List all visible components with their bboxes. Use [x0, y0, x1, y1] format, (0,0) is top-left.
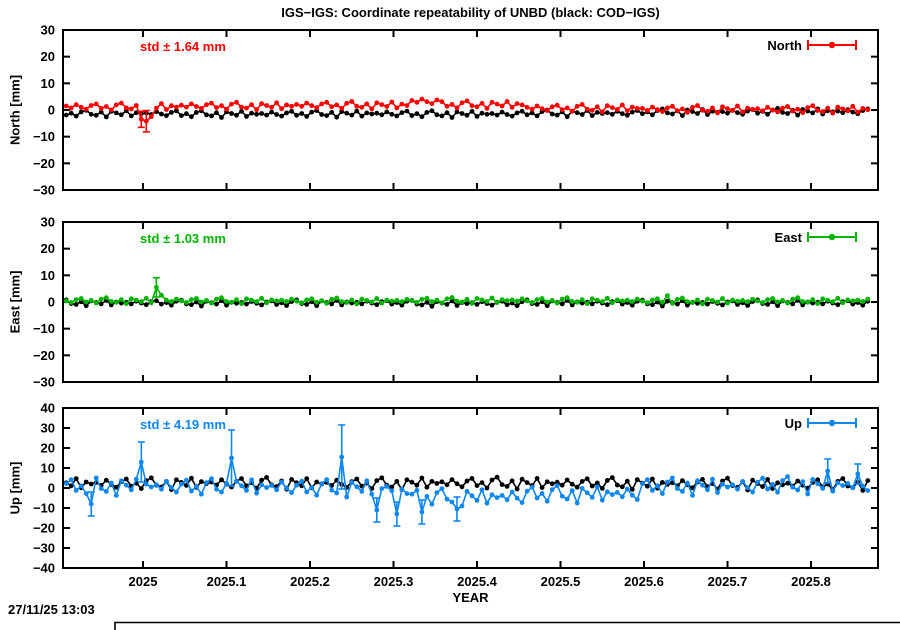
y-tick-label: −40 — [33, 561, 55, 576]
y-tick-label: −30 — [33, 541, 55, 556]
std-label-east: std ± 1.03 mm — [140, 231, 226, 246]
series-east — [63, 276, 871, 307]
y-tick-label: 0 — [48, 103, 55, 118]
y-axis-title-east: East [mm] — [7, 270, 23, 334]
std-label-north: std ± 1.64 mm — [140, 39, 226, 54]
timestamp: 27/11/25 13:03 — [8, 602, 95, 617]
y-tick-label: 30 — [41, 23, 55, 38]
x-tick-label: 2025.8 — [791, 574, 831, 589]
legend-sample-up — [807, 418, 857, 428]
y-tick-label: 20 — [41, 241, 55, 256]
chart-title: IGS−IGS: Coordinate repeatability of UNB… — [281, 5, 660, 20]
series-up — [63, 424, 871, 527]
series-north — [63, 96, 871, 133]
panel-frame — [62, 407, 879, 569]
y-tick-label: −30 — [33, 183, 55, 198]
x-tick-label: 2025.2 — [290, 574, 330, 589]
y-tick-label: 10 — [41, 268, 55, 283]
y-tick-label: 20 — [41, 49, 55, 64]
legend-label-north: North — [767, 38, 802, 53]
legend-sample-east — [807, 232, 857, 242]
y-tick-label: −10 — [33, 321, 55, 336]
y-tick-label: 10 — [41, 461, 55, 476]
x-tick-label: 2025.6 — [624, 574, 664, 589]
x-tick-label: 2025.7 — [708, 574, 748, 589]
y-tick-label: −20 — [33, 156, 55, 171]
y-tick-label: −20 — [33, 348, 55, 363]
panel-north: 30 20 10 0 −10 −20 −30 — [33, 23, 879, 198]
panel-frame — [62, 221, 879, 383]
y-tick-label: −10 — [33, 501, 55, 516]
panel-east: 30 20 10 0 −10 −20 −30 — [33, 215, 879, 390]
x-tick-label: 2025 — [129, 574, 158, 589]
y-tick-label: 0 — [48, 295, 55, 310]
legend-label-up: Up — [784, 416, 802, 431]
x-tick-label: 2025.5 — [541, 574, 581, 589]
x-tick-label: 2025.3 — [374, 574, 414, 589]
y-axis-title-up: Up [mm] — [7, 461, 23, 515]
std-label-up: std ± 4.19 mm — [140, 417, 226, 432]
x-axis-title: YEAR — [452, 590, 489, 605]
x-tick-label: 2025.4 — [457, 574, 498, 589]
cutoff-frame — [114, 621, 900, 630]
panel-frame — [62, 29, 879, 191]
y-tick-label: 0 — [48, 481, 55, 496]
y-axis-title-north: North [mm] — [7, 74, 23, 146]
y-tick-label: 40 — [41, 401, 55, 416]
y-tick-label: −20 — [33, 521, 55, 536]
y-tick-label: −30 — [33, 375, 55, 390]
y-tick-label: 10 — [41, 76, 55, 91]
panel-up: 40 30 20 10 0 −10 −20 −30 −40 2025 2025.1 2025.2 202… — [33, 401, 879, 589]
legend-label-east: East — [774, 230, 802, 245]
y-tick-label: −10 — [33, 129, 55, 144]
y-tick-label: 30 — [41, 215, 55, 230]
y-tick-label: 20 — [41, 441, 55, 456]
legend-sample-north — [807, 40, 857, 50]
x-tick-label: 2025.1 — [207, 574, 247, 589]
y-tick-label: 30 — [41, 421, 55, 436]
